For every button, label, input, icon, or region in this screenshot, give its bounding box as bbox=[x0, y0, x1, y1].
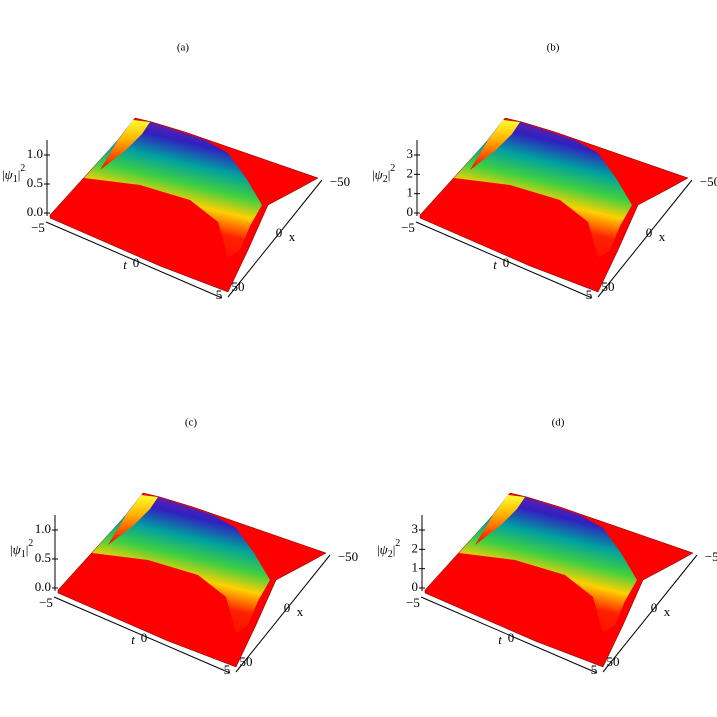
t-axis bbox=[53, 596, 231, 674]
x-tick-label: −50 bbox=[705, 549, 717, 564]
z-axis-label: |ψ1|2 bbox=[2, 163, 25, 185]
z-axis-label: |ψ2|2 bbox=[372, 163, 395, 185]
z-label-part: 1 bbox=[13, 174, 18, 185]
panel-label: (b) bbox=[547, 42, 560, 54]
z-label-part: ψ bbox=[380, 542, 389, 557]
x-tick-label: 0 bbox=[651, 600, 658, 615]
panel-label: (d) bbox=[552, 417, 565, 429]
t-tick-label: 0 bbox=[141, 630, 148, 645]
surface-ridge bbox=[475, 495, 525, 545]
x-axis-label: x bbox=[297, 604, 304, 619]
t-axis-label: t bbox=[131, 632, 135, 647]
t-tick-label: 5 bbox=[591, 662, 598, 677]
t-tick-label: −5 bbox=[39, 595, 53, 610]
z-label-part: 2 bbox=[20, 163, 25, 174]
z-label-part: 2 bbox=[28, 538, 33, 549]
z-tick-label: 1.0 bbox=[27, 146, 43, 161]
x-tick-label: 0 bbox=[646, 225, 653, 240]
z-tick-label: 2 bbox=[407, 165, 414, 180]
surface-ridge bbox=[100, 120, 150, 170]
z-label-part: ψ bbox=[5, 167, 14, 182]
x-tick-label: 0 bbox=[284, 600, 291, 615]
t-axis-label: t bbox=[498, 632, 502, 647]
z-label-part: | bbox=[372, 167, 375, 182]
x-axis-label: x bbox=[659, 229, 666, 244]
z-tick-label: 0.5 bbox=[35, 550, 51, 565]
z-tick-label: 1.0 bbox=[35, 521, 51, 536]
surface-band bbox=[84, 120, 262, 258]
t-tick-label: 0 bbox=[503, 255, 510, 270]
x-axis-label: x bbox=[664, 604, 671, 619]
z-label-part: | bbox=[18, 167, 21, 182]
x-tick-label: −50 bbox=[700, 174, 717, 189]
surface-ridge bbox=[108, 495, 158, 545]
z-label-part: | bbox=[388, 167, 391, 182]
z-label-part: 2 bbox=[395, 538, 400, 549]
z-label-part: | bbox=[393, 542, 396, 557]
x-tick-label: 50 bbox=[602, 279, 615, 294]
t-tick-label: 0 bbox=[133, 255, 140, 270]
surface-band bbox=[459, 495, 637, 633]
z-label-part: ψ bbox=[375, 167, 384, 182]
z-tick-label: 0.5 bbox=[27, 175, 43, 190]
x-tick-label: −50 bbox=[330, 174, 350, 189]
x-axis bbox=[235, 554, 331, 673]
t-tick-label: −5 bbox=[401, 220, 415, 235]
z-tick-label: 3 bbox=[412, 521, 419, 536]
surface-band bbox=[454, 120, 632, 258]
x-axis-label: x bbox=[289, 229, 296, 244]
z-tick-label: 1 bbox=[407, 185, 414, 200]
x-axis bbox=[227, 179, 323, 298]
x-tick-label: 50 bbox=[607, 654, 620, 669]
z-label-part: ψ bbox=[13, 542, 22, 557]
t-axis-label: t bbox=[493, 257, 497, 272]
t-axis-label: t bbox=[123, 257, 127, 272]
z-label-part: | bbox=[10, 542, 13, 557]
t-axis bbox=[415, 221, 593, 299]
z-label-part: 2 bbox=[388, 549, 393, 560]
z-tick-label: 0.0 bbox=[35, 579, 51, 594]
x-tick-label: 50 bbox=[240, 654, 253, 669]
t-tick-label: −5 bbox=[406, 595, 420, 610]
z-tick-label: 1 bbox=[412, 560, 419, 575]
z-label-part: 2 bbox=[383, 174, 388, 185]
z-label-part: | bbox=[26, 542, 29, 557]
surface-ridge bbox=[470, 120, 520, 170]
panel-label: (c) bbox=[185, 417, 198, 429]
z-label-part: | bbox=[2, 167, 5, 182]
x-axis bbox=[597, 179, 693, 298]
x-axis bbox=[602, 554, 698, 673]
z-tick-label: 0 bbox=[412, 579, 419, 594]
z-label-part: 2 bbox=[390, 163, 395, 174]
t-tick-label: 5 bbox=[216, 287, 223, 302]
z-axis-label: |ψ2|2 bbox=[377, 538, 400, 560]
surface-band bbox=[92, 495, 270, 633]
x-tick-label: 50 bbox=[232, 279, 245, 294]
z-tick-label: 2 bbox=[412, 540, 419, 555]
t-axis bbox=[45, 221, 223, 299]
z-axis-label: |ψ1|2 bbox=[10, 538, 33, 560]
x-tick-label: −50 bbox=[338, 549, 358, 564]
z-label-part: 1 bbox=[21, 549, 26, 560]
z-tick-label: 0.0 bbox=[27, 204, 43, 219]
x-tick-label: 0 bbox=[276, 225, 283, 240]
t-tick-label: 5 bbox=[586, 287, 593, 302]
t-axis bbox=[420, 596, 598, 674]
z-label-part: | bbox=[377, 542, 380, 557]
panel-label: (a) bbox=[177, 42, 190, 54]
z-tick-label: 3 bbox=[407, 146, 414, 161]
t-tick-label: −5 bbox=[31, 220, 45, 235]
z-tick-label: 0 bbox=[407, 204, 414, 219]
t-tick-label: 5 bbox=[224, 662, 231, 677]
t-tick-label: 0 bbox=[508, 630, 515, 645]
